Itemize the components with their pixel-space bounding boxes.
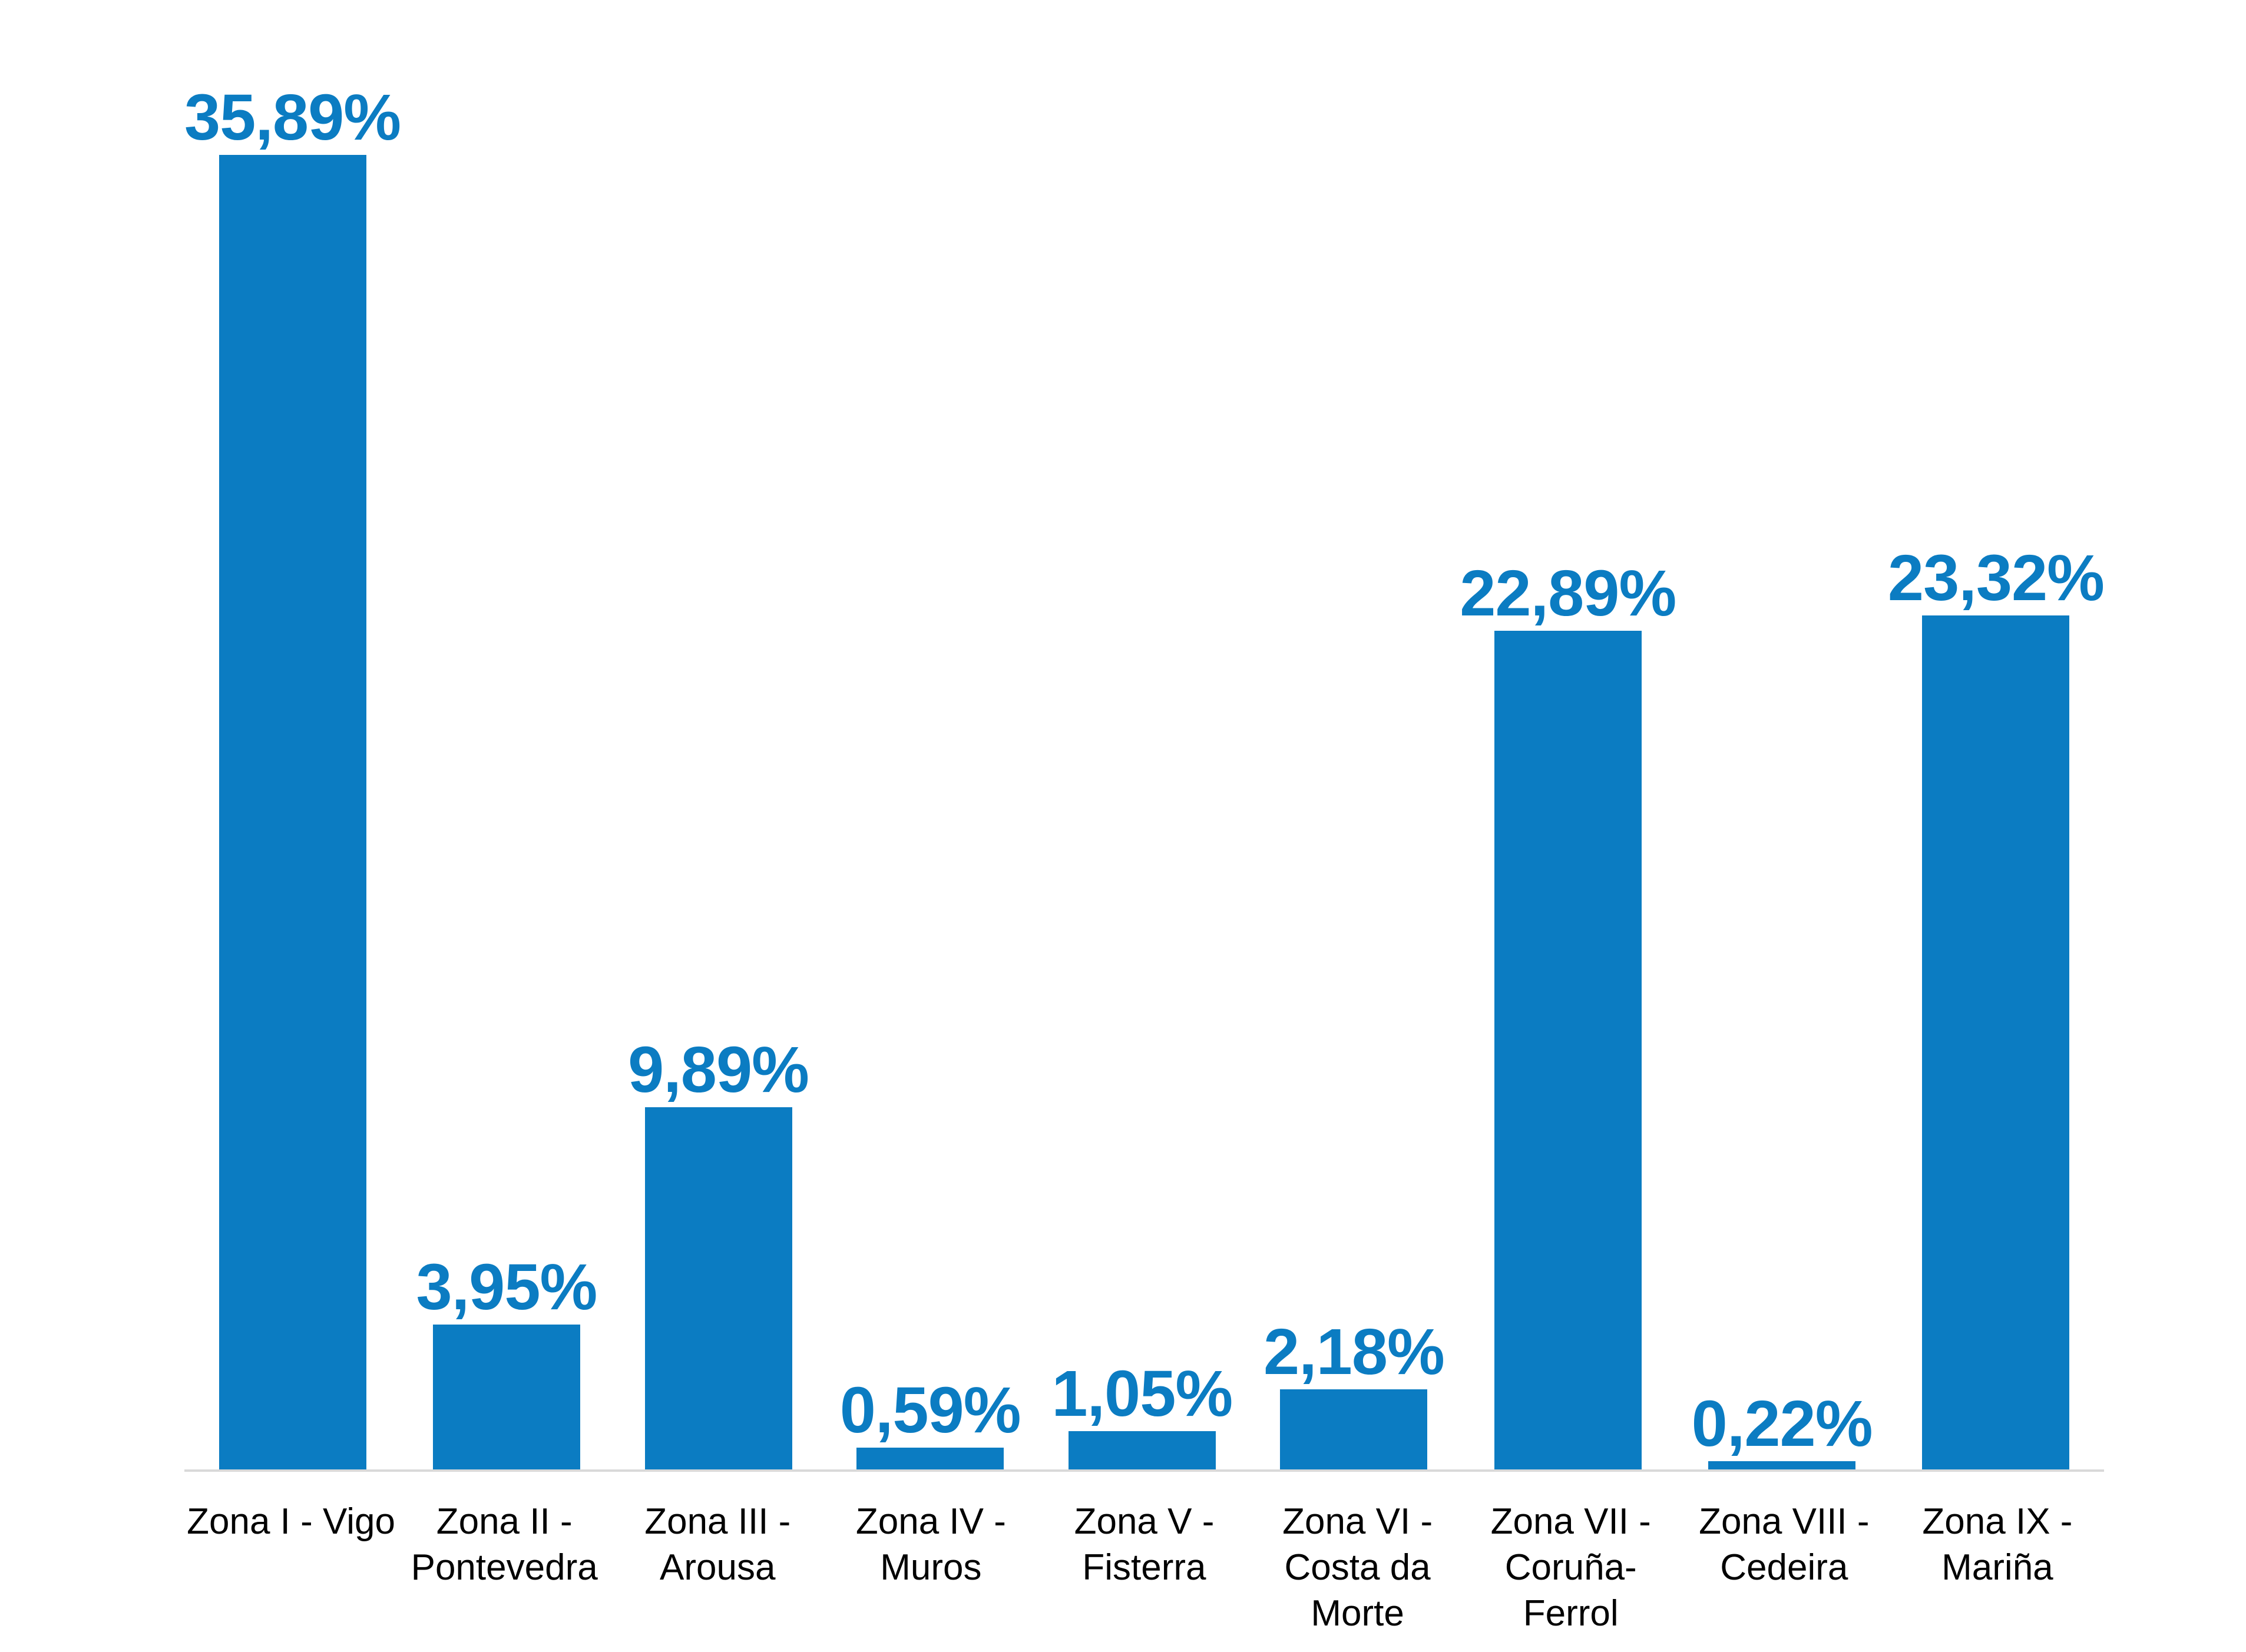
bar: [1708, 1461, 1856, 1469]
bar: [1280, 1389, 1428, 1469]
bar-value-label: 22,89%: [1460, 557, 1676, 630]
x-tick-label: Zona V - Fisterra: [1074, 1501, 1215, 1588]
bar-value-label: 0,59%: [839, 1374, 1021, 1447]
bar-slot: 2,18%: [1248, 0, 1460, 1469]
bar-value-label: 3,95%: [416, 1251, 597, 1324]
bar-value-label: 2,18%: [1263, 1316, 1445, 1389]
bar-value-label: 23,32%: [1887, 541, 2105, 614]
bar-value-label: 0,22%: [1691, 1388, 1873, 1461]
x-tick-label: Zona VI - Costa da Morte: [1282, 1501, 1433, 1634]
bar-value-label: 9,89%: [628, 1033, 809, 1106]
x-tick-label: Zona I - Vigo: [187, 1501, 395, 1542]
plot-area: 35,89% 3,95% 9,89% 0,59% 1,05% 2,18% 22,…: [184, 0, 2105, 1469]
x-tick-label: Zona IX - Mariña: [1922, 1501, 2073, 1588]
bar: [1068, 1431, 1216, 1469]
x-tick-label: Zona II - Pontevedra: [411, 1501, 598, 1588]
bar: [1922, 615, 2070, 1469]
bar: [432, 1325, 580, 1469]
bar-slot: 0,22%: [1676, 0, 1888, 1469]
bar-slot: 3,95%: [401, 0, 613, 1469]
bar-slot: 22,89%: [1460, 0, 1676, 1469]
x-tick-label: Zona VII - Coruña-Ferrol: [1490, 1501, 1651, 1634]
x-tick-label: Zona VIII - Cedeira: [1699, 1501, 1870, 1588]
bar-slot: 0,59%: [824, 0, 1036, 1469]
bar-slot: 9,89%: [613, 0, 825, 1469]
x-axis-line: [184, 1469, 2104, 1472]
bar-value-label: 1,05%: [1051, 1357, 1233, 1430]
x-tick-label: Zona III - Arousa: [644, 1501, 791, 1588]
bar: [1494, 631, 1642, 1469]
x-axis-tick-labels: Zona I - Vigo Zona II - Pontevedra Zona …: [184, 1499, 2104, 1637]
bar-slot: 35,89%: [184, 0, 401, 1469]
bar: [856, 1448, 1004, 1469]
bar-slot: 23,32%: [1887, 0, 2105, 1469]
bar-value-label: 35,89%: [184, 81, 401, 154]
bar: [219, 154, 366, 1469]
bar: [644, 1107, 792, 1469]
x-tick-label: Zona IV - Muros: [855, 1501, 1006, 1588]
bar-slot: 1,05%: [1036, 0, 1248, 1469]
